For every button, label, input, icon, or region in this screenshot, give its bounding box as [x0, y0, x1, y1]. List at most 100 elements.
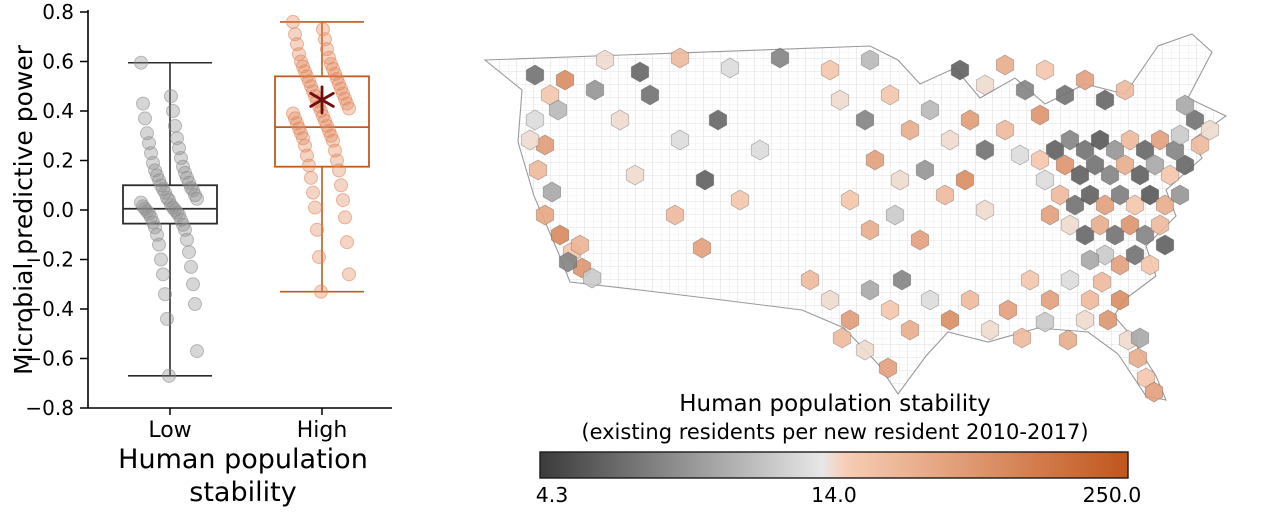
hexbin-marker	[1115, 154, 1135, 176]
low-data-point	[180, 232, 194, 247]
x-axis-label-line1: Human population	[118, 444, 368, 475]
hexbin-marker	[1050, 184, 1070, 206]
hexbin-marker	[1165, 139, 1185, 161]
hexbin-marker	[1035, 59, 1055, 81]
hexbin-marker	[730, 189, 750, 211]
low-data-point	[138, 111, 152, 126]
x-tick-label: Low	[148, 418, 191, 443]
hexbin-marker	[878, 357, 898, 379]
hexbin-marker	[570, 234, 590, 256]
hexbin-marker	[535, 204, 555, 226]
low-data-point	[188, 188, 202, 203]
hexbin-marker	[1200, 119, 1220, 141]
hexbin-marker	[1095, 244, 1115, 266]
hexbin-marker	[855, 109, 875, 131]
x-tick-label: High	[297, 418, 348, 443]
high-data-point	[308, 200, 322, 215]
low-data-point	[162, 368, 176, 383]
hexbin-marker	[900, 119, 920, 141]
hexbin-marker	[1075, 309, 1095, 331]
hexbin-marker	[595, 49, 615, 71]
high-data-point	[342, 101, 356, 116]
hexbin-marker	[1144, 381, 1164, 403]
low-data-point	[152, 237, 166, 252]
hexbin-marker	[1190, 134, 1210, 156]
hexbin-marker	[1140, 254, 1160, 276]
hexbin-marker	[1115, 79, 1135, 101]
colorbar-tick-label: 250.0	[1083, 483, 1142, 507]
high-data-point	[304, 170, 318, 185]
hexbin-marker	[1080, 289, 1100, 311]
hexbin-marker	[1170, 184, 1190, 206]
low-data-point	[136, 96, 150, 111]
hexbin-marker	[520, 129, 540, 151]
high-data-point	[286, 14, 300, 29]
high-data-point	[306, 185, 320, 200]
colorbar-title: Human population stability	[679, 391, 991, 417]
hexbin-marker	[1140, 184, 1160, 206]
x-axis-label-line2: stability	[189, 477, 297, 508]
high-data-point	[342, 267, 356, 282]
high-data-point	[314, 284, 328, 299]
hexbin-marker	[1120, 129, 1140, 151]
low-data-point	[164, 89, 178, 104]
hexbin-marker	[1175, 154, 1195, 176]
hexbin-marker	[1098, 309, 1118, 331]
low-data-point	[168, 118, 182, 133]
low-data-point	[142, 206, 156, 221]
hexbin-marker	[880, 84, 900, 106]
low-data-point	[166, 104, 180, 118]
y-tick-label: −0.6	[25, 347, 74, 371]
y-tick-label: 0.8	[42, 0, 74, 24]
low-data-point	[190, 344, 204, 359]
hexbin-marker	[1060, 129, 1080, 151]
hexbin-marker	[975, 74, 995, 96]
hexbin-marker	[892, 269, 912, 291]
hexbin-marker	[542, 181, 562, 203]
hexbin-marker	[1085, 154, 1105, 176]
hexbin-marker	[1035, 169, 1055, 191]
hexbin-marker	[1090, 129, 1110, 151]
hexbin-marker	[1170, 124, 1190, 146]
low-data-point	[184, 259, 198, 274]
hexbin-marker	[910, 229, 930, 251]
hexbin-marker	[1040, 204, 1060, 226]
hexbin-marker	[950, 59, 970, 81]
y-tick-label: −0.2	[25, 248, 74, 272]
low-data-point	[190, 191, 204, 206]
hexbin-marker	[548, 99, 568, 121]
low-data-point	[184, 180, 198, 195]
hexbin-marker	[855, 339, 875, 361]
high-data-point	[332, 163, 346, 178]
hexbin-marker	[940, 129, 960, 151]
hexbin-marker	[550, 224, 570, 246]
hexbin-marker	[1185, 109, 1205, 131]
hexbin-marker	[940, 309, 960, 331]
hexbin-marker	[630, 61, 650, 83]
hexbin-marker	[625, 164, 645, 186]
hexbin-marker	[880, 299, 900, 321]
high-data-point	[340, 235, 354, 250]
low-data-point	[188, 297, 202, 312]
hexbin-marker	[1080, 184, 1100, 206]
hexbin-marker	[1175, 94, 1195, 116]
hexbin-marker	[890, 169, 910, 191]
hexbin-marker	[1030, 104, 1050, 126]
low-box	[122, 184, 218, 225]
y-tick-label: 0.4	[42, 99, 74, 123]
hexbin-marker	[1020, 269, 1040, 291]
high-data-point	[338, 210, 352, 225]
hexbin-marker	[920, 289, 940, 311]
hexbin-marker	[832, 327, 852, 349]
high-data-point	[334, 178, 348, 193]
hexbin-marker	[1030, 149, 1050, 171]
hexbin-marker	[670, 129, 690, 151]
low-data-point	[186, 277, 200, 292]
y-tick-label: 0.2	[42, 149, 74, 173]
colorbar-tick-label: 4.3	[536, 483, 569, 507]
low-data-point	[154, 252, 168, 267]
boxplot-svg: 0.8 0.6 0.4 0.2 0.0 −0.2 −0.4 −0.6 −0.8 Low High	[25, 0, 392, 443]
hexbin-marker	[1150, 214, 1170, 236]
hexbin-marker	[820, 289, 840, 311]
